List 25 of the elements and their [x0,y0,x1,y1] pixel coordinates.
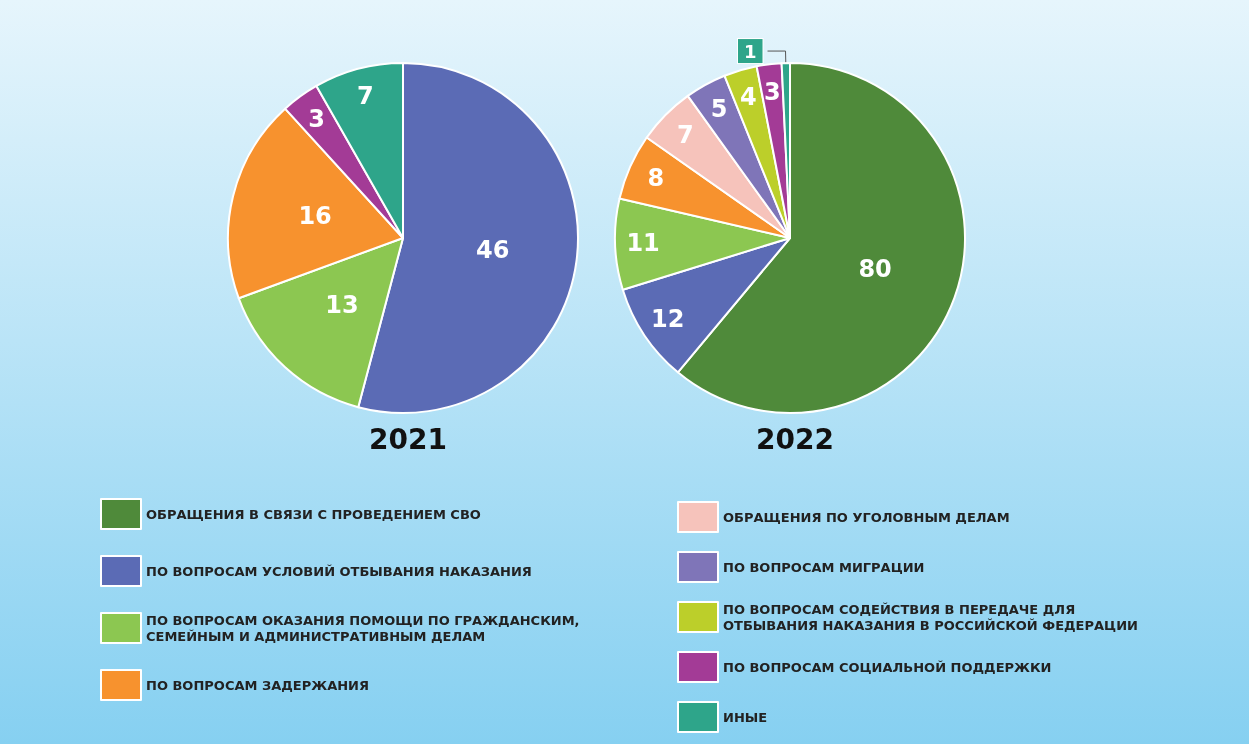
data-label: 12 [650,305,685,334]
legend-label: ПО ВОПРОСАМ СОЦИАЛЬНОЙ ПОДДЕРЖКИ [723,659,1052,675]
data-label: 16 [298,202,332,231]
data-label: 7 [677,120,694,149]
legend-label: ПО ВОПРОСАМ ЗАДЕРЖАНИЯ [146,677,369,693]
legend-label: ОБРАЩЕНИЯ В СВЯЗИ С ПРОВЕДЕНИЕМ СВО [146,506,481,522]
data-label: 1 [743,40,757,62]
slice-label: 2022 [756,422,834,456]
data-label: 7 [357,81,374,110]
data-label: 4 [739,83,757,112]
slice-label: 2021 [369,422,447,456]
data-label: 13 [325,290,359,319]
data-label: 8 [647,164,665,193]
legend-label: ПО ВОПРОСАМ УСЛОВИЙ ОТБЫВАНИЯ НАКАЗАНИЯ [146,563,532,579]
data-label: 3 [308,105,325,134]
data-label: 80 [858,254,892,283]
data-label: 46 [476,235,510,264]
data-label: 11 [626,229,660,258]
data-label: 5 [710,95,728,124]
legend-label: ПО ВОПРОСАМ МИГРАЦИИ [723,559,925,575]
data-label: 3 [764,78,781,107]
legend-label: ПО ВОПРОСАМ ОКАЗАНИЯ ПОМОЩИ ПО ГРАЖДАНСКИМ, СЕМЕЙНЫМ И АДМИНИСТРАТИВНЫМ ДЕЛАМ [146,612,585,644]
legend-label: ПО ВОПРОСАМ СОДЕЙСТВИЯ В ПЕРЕДАЧЕ ДЛЯ ОТБЫВАНИЯ НАКАЗАНИЯ В РОССИЙСКОЙ ФЕДЕРАЦИИ [723,601,1138,633]
legend-label: ОБРАЩЕНИЯ ПО УГОЛОВНЫМ ДЕЛАМ [723,509,1010,525]
legend-label: ИНЫЕ [723,709,768,725]
